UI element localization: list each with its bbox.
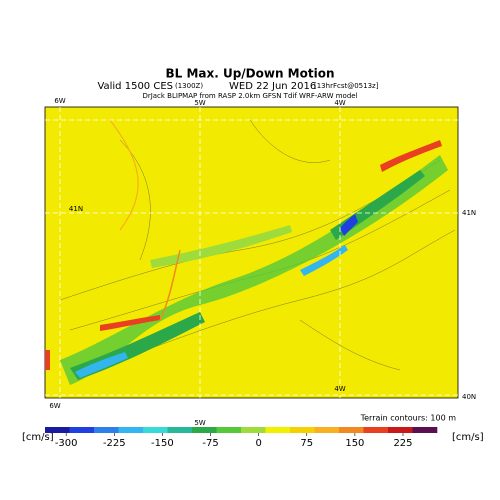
map: 6W 5W 4W 6W 5W 41N 4W 41N 40N Terrain co… — [44, 97, 476, 427]
lon-label: 4W — [334, 385, 345, 393]
lon-label: 5W — [194, 99, 205, 107]
colorbar-tick-label: 225 — [393, 438, 412, 449]
colorbar-tick-label: 0 — [255, 438, 261, 449]
graticule — [45, 107, 458, 398]
colorbar-tick-label: 75 — [300, 438, 313, 449]
colorbar-tick-label: -225 — [103, 438, 126, 449]
utc: (1300Z) — [175, 82, 203, 90]
colorbar: [cm/s] [cm/s] -300 -225 -150 -75 0 75 150 225 — [22, 427, 484, 449]
valid: Valid 1500 CES — [97, 81, 173, 92]
colorbar-swatch — [412, 427, 438, 433]
colorbar-swatch — [314, 427, 340, 433]
colorbar-tick-label: 150 — [345, 438, 364, 449]
motion-bands — [45, 119, 448, 385]
colorbar-tick-label: -300 — [55, 438, 78, 449]
colorbar-swatch — [363, 427, 389, 433]
lat-label: 41N — [69, 205, 83, 213]
colorbar-swatch — [118, 427, 144, 433]
colorbar-unit: [cm/s] — [22, 432, 54, 443]
colorbar-swatch — [265, 427, 291, 433]
lon-label: 6W — [54, 97, 65, 105]
lon-label: 6W — [49, 402, 60, 410]
colorbar-swatch — [216, 427, 242, 433]
title: BL Max. Up/Down Motion — [165, 67, 334, 81]
colorbar-swatch — [388, 427, 413, 433]
colorbar-swatch — [69, 427, 95, 433]
colorbar-swatch — [241, 427, 266, 433]
colorbar-swatch — [167, 427, 193, 433]
colorbar-swatch — [143, 427, 168, 433]
colorbar-swatch — [339, 427, 364, 433]
lon-label: 5W — [194, 419, 205, 427]
colorbar-unit: [cm/s] — [452, 432, 484, 443]
forecast: [13hrFcst@0513z] — [314, 82, 379, 90]
colorbar-tick-label: -150 — [151, 438, 174, 449]
colorbar-swatch — [94, 427, 119, 433]
terrain-note: Terrain contours: 100 m — [360, 414, 457, 423]
lat-label: 40N — [462, 393, 476, 401]
colorbar-tick-label: -75 — [202, 438, 218, 449]
lon-label: 4W — [334, 99, 345, 107]
source: DrJack BLIPMAP from RASP 2.0km GFSN Tdif… — [142, 92, 357, 100]
lat-label: 41N — [462, 209, 476, 217]
colorbar-swatch — [45, 427, 70, 433]
date: WED 22 Jun 2016 — [229, 81, 316, 92]
colorbar-swatch — [192, 427, 217, 433]
colorbar-swatch — [290, 427, 315, 433]
